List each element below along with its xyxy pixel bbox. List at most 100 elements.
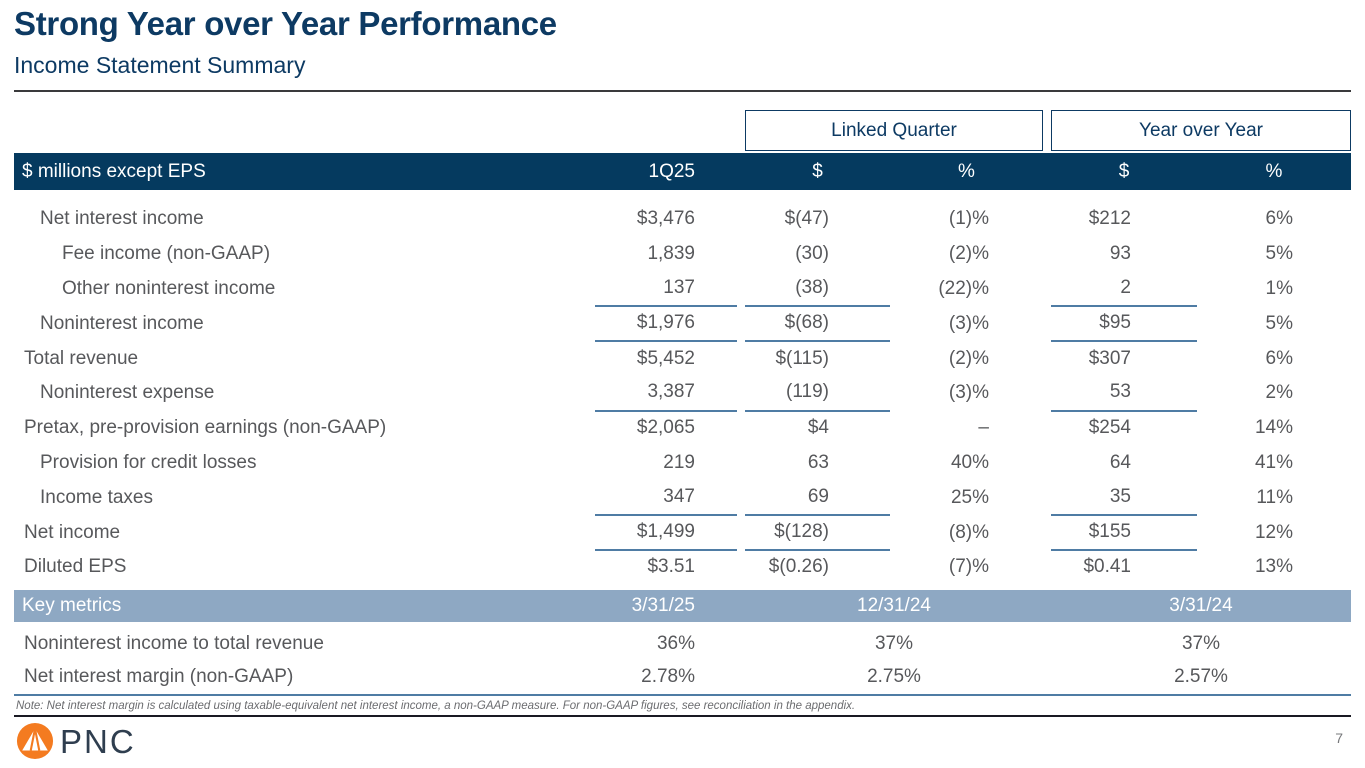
- cell-lq-percent: (3)%: [948, 382, 989, 404]
- table-row: Pretax, pre-provision earnings (non-GAAP…: [14, 411, 1351, 446]
- cell-lq-dollar: (38): [745, 271, 890, 308]
- cell-lq-dollar: $(115): [775, 347, 829, 369]
- cell-yoy-percent: 6%: [1265, 347, 1293, 369]
- column-header-row: $ millions except EPS 1Q25 $ % $ %: [14, 153, 1351, 190]
- cell-lq-percent: (22)%: [938, 277, 989, 299]
- cell-yoy-dollar: 64: [1109, 451, 1131, 473]
- year-over-year-header: Year over Year: [1051, 110, 1351, 151]
- cell-lq-dollar: $(47): [784, 208, 829, 230]
- cell-yoy-dollar: $212: [1088, 208, 1131, 230]
- page-title: Strong Year over Year Performance: [14, 5, 557, 42]
- cell-1q25: 36%: [656, 633, 695, 655]
- row-label: Other noninterest income: [62, 277, 276, 299]
- cell-lq-dollar: 69: [745, 479, 890, 517]
- cell-1q25: $5,452: [636, 347, 695, 369]
- cell-1q25: 219: [663, 451, 695, 473]
- header-label: $ millions except EPS: [22, 160, 206, 182]
- row-label: Diluted EPS: [24, 556, 127, 578]
- row-label: Net interest margin (non-GAAP): [24, 666, 294, 688]
- cell-yoy-dollar: $155: [1051, 514, 1197, 551]
- table-row: Diluted EPS $3.51 $(0.26) (7)% $0.41 13%: [14, 550, 1351, 585]
- row-label: Pretax, pre-provision earnings (non-GAAP…: [24, 417, 387, 439]
- cell-year-over-year: 2.57%: [1174, 666, 1228, 688]
- cell-yoy-dollar: $254: [1088, 417, 1131, 439]
- cell-yoy-dollar: 2: [1051, 271, 1197, 308]
- table-body: Net interest income $3,476 $(47) (1)% $2…: [14, 202, 1351, 585]
- cell-lq-percent: –: [978, 417, 989, 439]
- cell-lq-dollar: $4: [807, 417, 829, 439]
- pnc-wordmark: PNC: [60, 722, 136, 760]
- pnc-logo: PNC: [16, 722, 136, 760]
- row-label: Income taxes: [40, 486, 153, 508]
- bottom-divider: [14, 714, 1351, 717]
- cell-lq-percent: (1)%: [948, 208, 989, 230]
- table-row: Total revenue $5,452 $(115) (2)% $307 6%: [14, 341, 1351, 376]
- pnc-triangle-icon: [16, 722, 54, 760]
- cell-lq-dollar: 63: [807, 451, 829, 473]
- row-label: Provision for credit losses: [40, 451, 257, 473]
- cell-1q25: 2.78%: [641, 666, 695, 688]
- cell-lq-percent: (3)%: [948, 312, 989, 334]
- cell-lq-dollar: $(68): [745, 305, 890, 343]
- cell-yoy-percent: 13%: [1254, 556, 1293, 578]
- linked-quarter-header: Linked Quarter: [745, 110, 1043, 151]
- key-metrics-label: Key metrics: [22, 594, 122, 616]
- cell-1q25: $3,476: [636, 208, 695, 230]
- row-label: Total revenue: [24, 347, 139, 369]
- key-metrics-date-1: 3/31/25: [631, 594, 695, 616]
- cell-lq-percent: 25%: [950, 486, 989, 508]
- cell-year-over-year: 37%: [1181, 633, 1221, 655]
- table-row: Net interest income $3,476 $(47) (1)% $2…: [14, 202, 1351, 237]
- cell-1q25: $1,976: [595, 305, 737, 343]
- cell-lq-percent: (2)%: [948, 347, 989, 369]
- cell-1q25: $2,065: [636, 417, 695, 439]
- cell-lq-dollar: $(128): [745, 514, 890, 551]
- key-metric-row: Net interest margin (non-GAAP) 2.78% 2.7…: [14, 661, 1351, 696]
- cell-yoy-percent: 5%: [1265, 243, 1293, 265]
- page-number: 7: [1335, 730, 1343, 746]
- cell-yoy-percent: 12%: [1254, 521, 1293, 543]
- table-row: Noninterest expense 3,387 (119) (3)% 53 …: [14, 375, 1351, 412]
- key-metrics-body: Noninterest income to total revenue 36% …: [14, 628, 1351, 696]
- table-row: Fee income (non-GAAP) 1,839 (30) (2)% 93…: [14, 237, 1351, 272]
- cell-yoy-percent: 41%: [1254, 451, 1293, 473]
- cell-yoy-dollar: $307: [1088, 347, 1131, 369]
- cell-lq-percent: 40%: [950, 451, 989, 473]
- cell-yoy-percent: 14%: [1254, 417, 1293, 439]
- cell-yoy-percent: 11%: [1256, 486, 1293, 508]
- key-metrics-date-2: 12/31/24: [857, 594, 931, 616]
- row-label: Net income: [24, 521, 121, 543]
- header-1q25: 1Q25: [648, 160, 695, 182]
- income-statement-table: Linked Quarter Year over Year $ millions…: [14, 110, 1351, 717]
- cell-yoy-dollar: $0.41: [1083, 556, 1131, 578]
- cell-lq-dollar: (119): [745, 375, 890, 412]
- table-row: Net income $1,499 $(128) (8)% $155 12%: [14, 514, 1351, 551]
- cell-yoy-percent: 2%: [1265, 382, 1293, 404]
- row-label: Noninterest expense: [40, 382, 215, 404]
- header-lq-dollar: $: [812, 160, 823, 182]
- group-header-row: Linked Quarter Year over Year: [14, 110, 1351, 151]
- page-subtitle: Income Statement Summary: [14, 52, 306, 78]
- cell-lq-percent: (8)%: [948, 521, 989, 543]
- cell-1q25: $1,499: [595, 514, 737, 551]
- cell-lq-dollar: (30): [795, 243, 829, 265]
- cell-1q25: $3.51: [647, 556, 695, 578]
- cell-yoy-percent: 1%: [1265, 277, 1293, 299]
- cell-1q25: 1,839: [647, 243, 695, 265]
- row-label: Noninterest income: [40, 312, 204, 334]
- key-metrics-header-row: Key metrics 3/31/25 12/31/24 3/31/24: [14, 589, 1351, 622]
- cell-yoy-dollar: 35: [1051, 479, 1197, 517]
- cell-1q25: 3,387: [595, 375, 737, 412]
- cell-linked-quarter: 2.75%: [867, 666, 921, 688]
- row-label: Noninterest income to total revenue: [24, 633, 324, 655]
- row-label: Net interest income: [40, 208, 204, 230]
- cell-linked-quarter: 37%: [874, 633, 914, 655]
- cell-yoy-dollar: 53: [1051, 375, 1197, 412]
- row-label: Fee income (non-GAAP): [62, 243, 271, 265]
- header-divider: [14, 90, 1351, 92]
- key-metrics-date-3: 3/31/24: [1169, 594, 1233, 616]
- table-row: Income taxes 347 69 25% 35 11%: [14, 479, 1351, 517]
- cell-1q25: 347: [595, 479, 737, 517]
- table-row: Noninterest income $1,976 $(68) (3)% $95…: [14, 305, 1351, 343]
